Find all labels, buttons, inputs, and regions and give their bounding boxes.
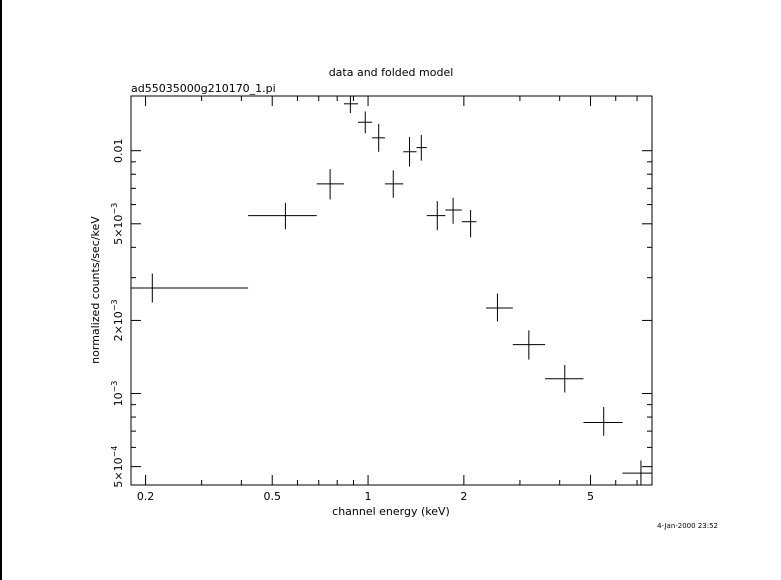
x-axis-label: channel energy (keV) (332, 505, 450, 518)
x-tick-label: 5 (587, 490, 594, 503)
data-point (384, 170, 404, 198)
data-point (316, 169, 344, 200)
y-tick-label: 0.01 (112, 138, 125, 163)
timestamp: 4-Jan-2000 23:52 (657, 522, 718, 530)
data-point (583, 407, 623, 436)
data-point (461, 209, 477, 238)
data-point (545, 365, 584, 393)
y-tick-label: 10−3 (110, 381, 125, 407)
chart-subtitle: ad55035000g210170_1.pi (131, 82, 276, 95)
data-point (512, 330, 546, 360)
data-point (622, 460, 652, 485)
data-point (343, 96, 359, 113)
data-point (372, 123, 385, 152)
x-tick-label: 2 (460, 490, 467, 503)
data-point (445, 197, 462, 224)
y-tick-label: 5×10−3 (110, 203, 125, 245)
x-tick-label: 0.2 (137, 490, 155, 503)
data-point (248, 202, 317, 230)
x-tick-label: 0.5 (263, 490, 281, 503)
data-point (403, 136, 417, 167)
data-point (358, 111, 373, 134)
axis-tick-labels: 0.2 0.5 1 2 5 0.01 5×10−3 2×10−3 10−3 5×10−4 (110, 138, 594, 503)
window-left-border (0, 0, 2, 580)
data-point (416, 135, 427, 161)
x-tick-label: 1 (365, 490, 372, 503)
y-axis-label: normalized counts/sec/keV (89, 216, 102, 364)
plot-frame (130, 95, 653, 486)
y-tick-label: 2×10−3 (110, 299, 125, 341)
data-point (486, 293, 513, 322)
data-point (426, 201, 446, 231)
chart-title: data and folded model (329, 66, 454, 79)
data-points (131, 96, 652, 485)
axis-ticks (131, 96, 652, 485)
y-tick-label: 5×10−4 (110, 446, 125, 488)
data-point (131, 273, 249, 303)
